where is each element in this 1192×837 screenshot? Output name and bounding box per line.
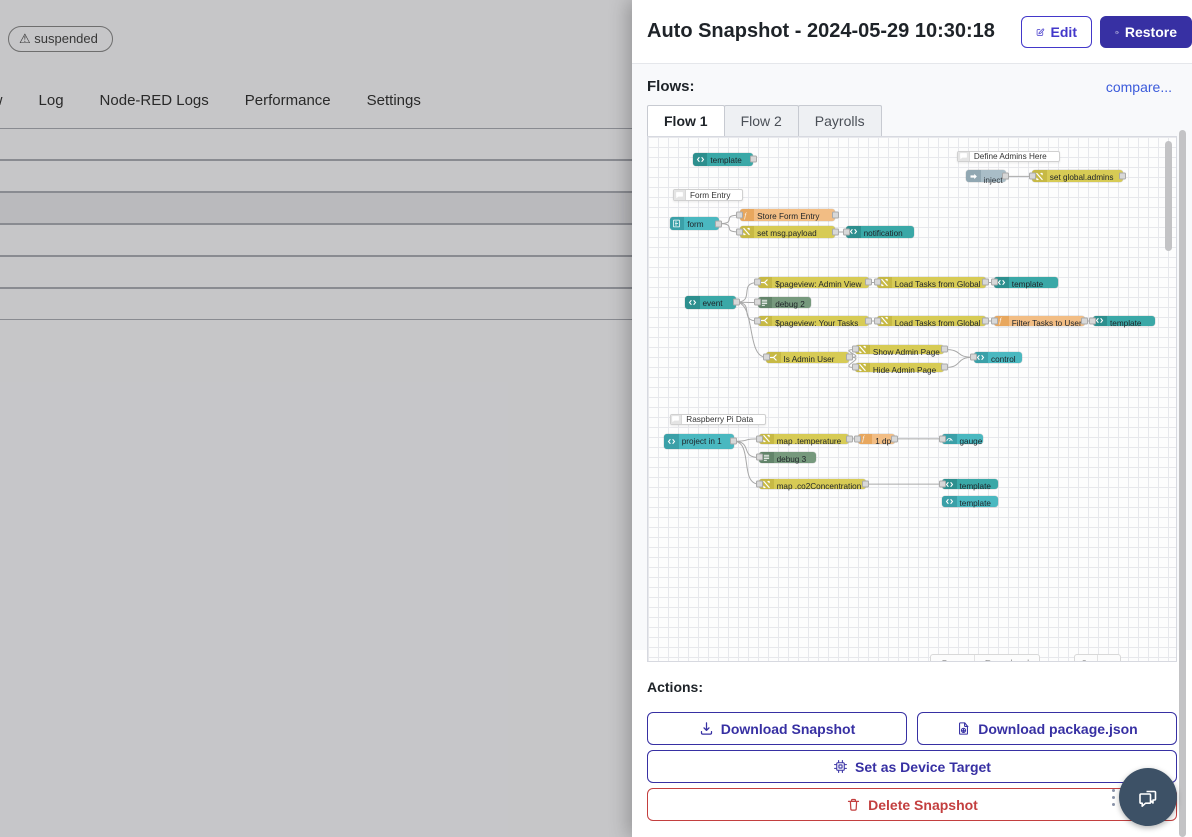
svg-text:f: f — [745, 212, 748, 220]
svg-text:f: f — [999, 318, 1002, 326]
svg-text:f: f — [863, 436, 866, 444]
